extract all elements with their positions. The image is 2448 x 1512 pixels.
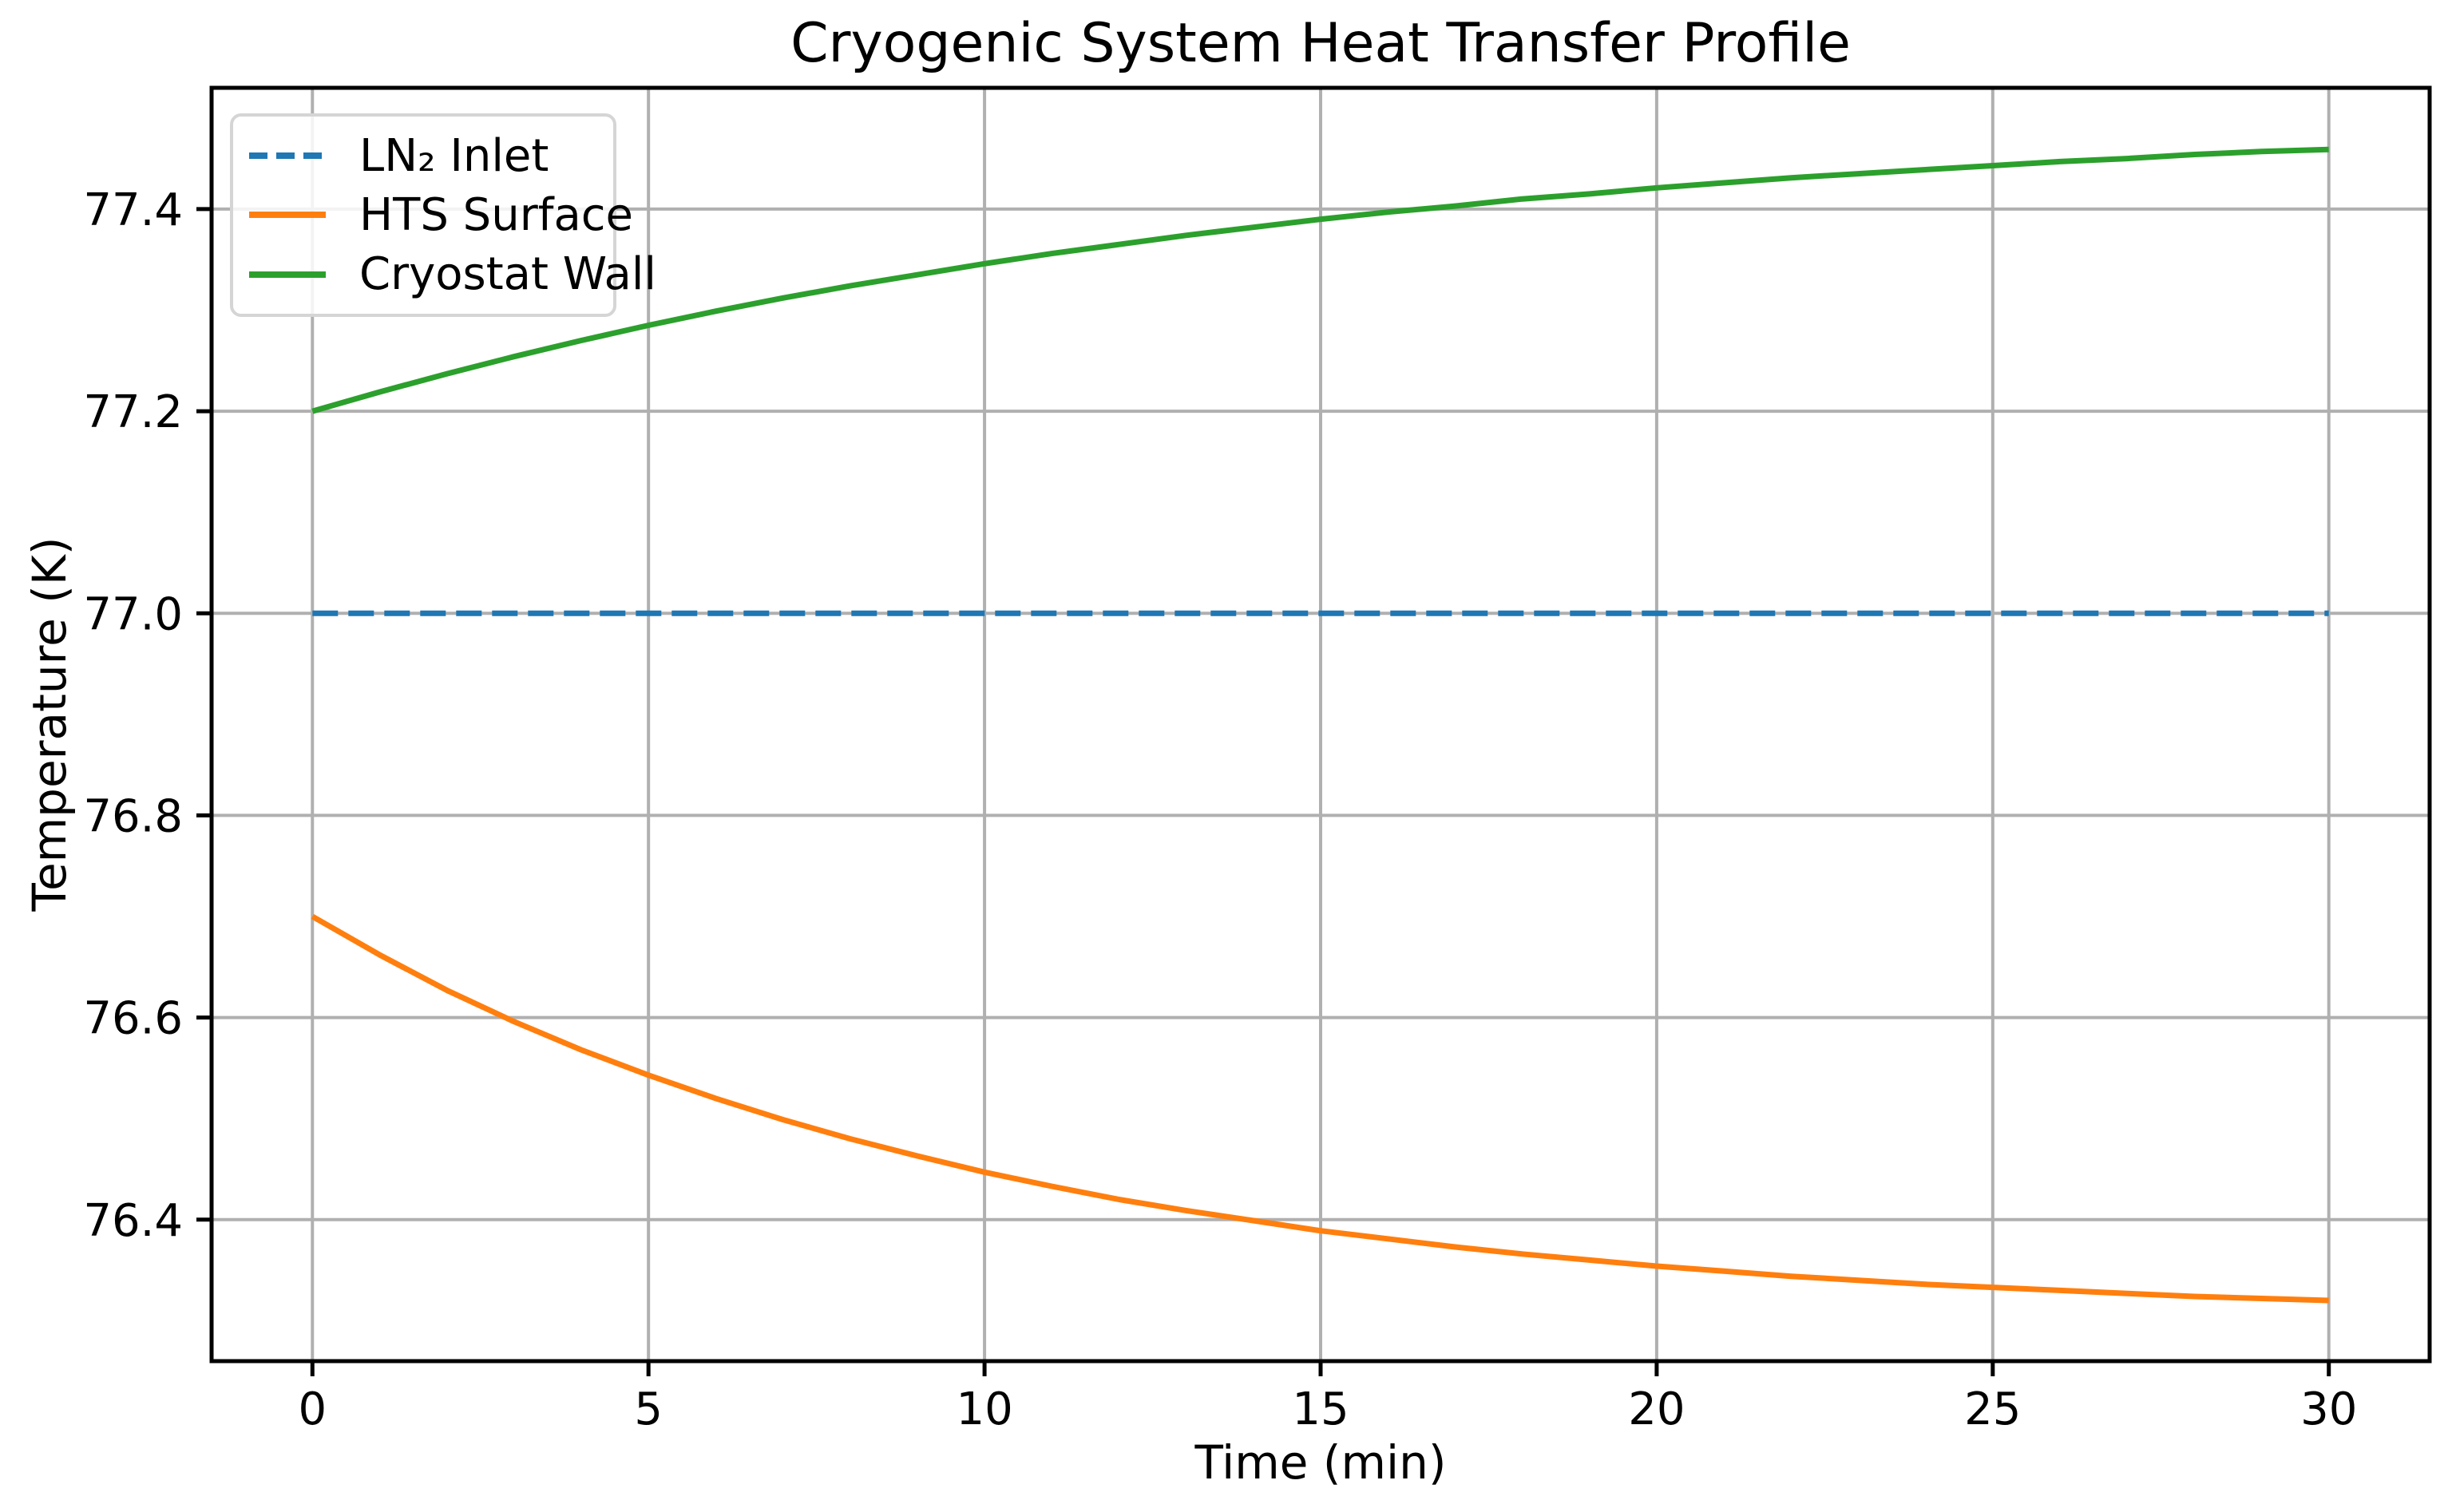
legend-label: HTS Surface xyxy=(359,188,633,241)
series-lines xyxy=(311,146,2329,1304)
chart-title: Cryogenic System Heat Transfer Profile xyxy=(790,12,1851,75)
axis-ticks xyxy=(196,207,2331,1376)
y-tick-label: 76.6 xyxy=(83,993,183,1045)
y-axis-label: Temperature (K) xyxy=(22,536,77,912)
legend: LN₂ Inlet HTS Surface Cryostat Wall xyxy=(230,113,656,317)
legend-item-hts-surface: HTS Surface xyxy=(249,189,633,241)
y-tick-label: 77.0 xyxy=(83,588,183,640)
x-axis-label: Time (min) xyxy=(1194,1435,1447,1490)
x-tick-label: 5 xyxy=(634,1383,663,1435)
tick-labels: 0 5 10 15 20 25 30 76.4 76.6 76.8 77.0 77.2 77.4 xyxy=(83,184,2357,1435)
legend-label: Cryostat Wall xyxy=(359,248,656,301)
legend-item-cryostat-wall: Cryostat Wall xyxy=(249,248,656,300)
legend-line-sample xyxy=(249,212,326,219)
y-tick-label: 77.4 xyxy=(83,184,183,236)
legend-line-sample xyxy=(249,271,326,278)
x-tick-label: 25 xyxy=(1964,1383,2021,1435)
x-tick-label: 30 xyxy=(2300,1383,2357,1435)
x-tick-label: 0 xyxy=(298,1383,327,1435)
x-tick-label: 15 xyxy=(1292,1383,1349,1435)
series-line-hts-surface xyxy=(311,913,2329,1304)
y-tick-label: 76.8 xyxy=(83,790,183,842)
x-tick-label: 10 xyxy=(956,1383,1012,1435)
legend-label: LN₂ Inlet xyxy=(359,129,549,182)
legend-line-sample xyxy=(249,152,326,160)
x-tick-label: 20 xyxy=(1628,1383,1685,1435)
y-tick-label: 76.4 xyxy=(83,1195,183,1247)
y-tick-label: 77.2 xyxy=(83,386,183,438)
legend-item-ln-inlet: LN₂ Inlet xyxy=(249,130,605,182)
series-line-cryostat-wall xyxy=(311,146,2329,414)
